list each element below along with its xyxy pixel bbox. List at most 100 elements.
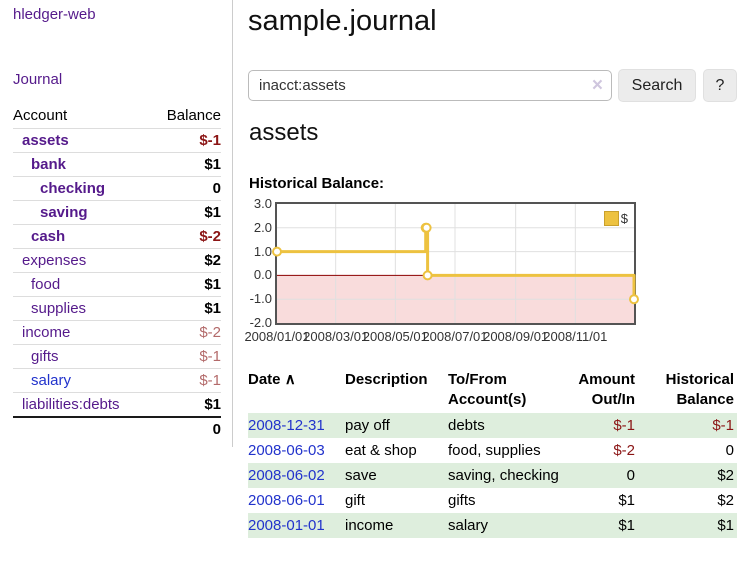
account-link[interactable]: expenses bbox=[22, 252, 87, 269]
transaction-accounts-cell: saving, checking bbox=[448, 463, 560, 488]
data-point-marker[interactable] bbox=[421, 222, 432, 233]
sidebar: hledger-web Journal Account Balance asse… bbox=[0, 0, 233, 447]
account-balance: $1 bbox=[204, 204, 221, 221]
account-row: gifts $-1 bbox=[13, 344, 221, 368]
transaction-description-cell: gift bbox=[345, 492, 366, 509]
account-row: food $1 bbox=[13, 272, 221, 296]
transaction-balance-cell: $2 bbox=[717, 492, 734, 509]
transaction-amount-cell: 0 bbox=[560, 463, 640, 488]
register-row: 2008-12-31 pay off debts $-1 $-1 bbox=[248, 413, 737, 438]
transaction-amount-cell: $1 bbox=[618, 492, 635, 509]
transaction-accounts-cell: debts bbox=[448, 413, 560, 438]
account-link[interactable]: gifts bbox=[31, 348, 59, 365]
column-header-date[interactable]: Date ∧ bbox=[248, 371, 296, 388]
column-header-description: Description bbox=[345, 371, 428, 388]
y-tick-label: 2.0 bbox=[253, 219, 272, 235]
account-balance: $-1 bbox=[199, 372, 221, 389]
account-link[interactable]: liabilities:debts bbox=[22, 396, 120, 413]
account-link[interactable]: food bbox=[31, 276, 61, 293]
account-row: liabilities:debts $1 bbox=[13, 392, 221, 416]
account-row: income $-2 bbox=[13, 320, 221, 344]
sort-ascending-icon: ∧ bbox=[284, 371, 296, 388]
x-tick-label: 2008/09/01 bbox=[483, 329, 549, 344]
y-tick-label: 1.0 bbox=[253, 243, 272, 259]
transaction-date-cell: 2008-12-31 bbox=[248, 413, 345, 438]
register-row: 2008-01-01 income salary $1 $1 bbox=[248, 513, 737, 538]
transaction-balance-cell: 0 bbox=[725, 442, 734, 459]
transaction-balance-cell: $2 bbox=[640, 463, 737, 488]
account-row: bank $1 bbox=[13, 152, 221, 176]
transaction-date-cell: 2008-06-03 bbox=[248, 438, 345, 463]
register-row: 2008-06-03 eat & shop food, supplies $-2… bbox=[248, 438, 737, 463]
account-link[interactable]: salary bbox=[31, 372, 72, 389]
transaction-balance-cell: $1 bbox=[640, 513, 737, 538]
chart-legend: $ bbox=[603, 211, 628, 226]
account-row: assets $-1 bbox=[13, 128, 221, 152]
account-total-row: 0 bbox=[13, 416, 221, 442]
help-button[interactable]: ? bbox=[703, 69, 737, 102]
transaction-date-link[interactable]: 2008-06-03 bbox=[248, 442, 325, 459]
account-table-header: Account Balance bbox=[13, 103, 221, 128]
account-link[interactable]: income bbox=[22, 324, 71, 341]
data-point-marker[interactable] bbox=[272, 246, 282, 257]
transaction-description-cell: eat & shop bbox=[345, 442, 417, 459]
transaction-description-cell: income bbox=[345, 513, 448, 538]
transaction-amount-cell: $1 bbox=[560, 513, 640, 538]
transaction-date-cell: 2008-06-01 bbox=[248, 488, 345, 513]
x-tick-label: 2008/05/01 bbox=[362, 329, 428, 344]
y-tick-label: 0.0 bbox=[253, 267, 272, 283]
app-brand-link[interactable]: hledger-web bbox=[13, 6, 96, 23]
balance-column-header: Balance bbox=[166, 107, 221, 124]
transaction-accounts-cell: food, supplies bbox=[448, 442, 541, 459]
clear-search-icon[interactable]: × bbox=[591, 75, 603, 96]
search-input[interactable] bbox=[249, 71, 611, 100]
chart-plot-area[interactable] bbox=[272, 204, 639, 323]
account-link[interactable]: supplies bbox=[31, 300, 87, 317]
legend-label: $ bbox=[620, 211, 628, 226]
account-balance: 0 bbox=[212, 180, 221, 197]
transaction-date-link[interactable]: 2008-06-02 bbox=[248, 467, 325, 484]
transaction-date-link[interactable]: 2008-06-01 bbox=[248, 492, 325, 509]
account-balance: $1 bbox=[204, 276, 221, 293]
total-balance: 0 bbox=[212, 421, 221, 438]
search-button[interactable]: Search bbox=[618, 69, 696, 102]
account-row: supplies $1 bbox=[13, 296, 221, 320]
transaction-date-link[interactable]: 2008-01-01 bbox=[248, 517, 325, 534]
column-header-accounts: To/From Account(s) bbox=[448, 371, 527, 408]
account-row: saving $1 bbox=[13, 200, 221, 224]
account-balance: $-1 bbox=[199, 348, 221, 365]
data-point-marker[interactable] bbox=[422, 270, 433, 281]
transaction-description-cell: save bbox=[345, 463, 448, 488]
transaction-date-cell: 2008-01-01 bbox=[248, 513, 345, 538]
account-column-header: Account bbox=[13, 107, 68, 124]
y-tick-label: 3.0 bbox=[253, 196, 272, 211]
account-row: cash $-2 bbox=[13, 224, 221, 248]
account-row: expenses $2 bbox=[13, 248, 221, 272]
account-link[interactable]: bank bbox=[31, 156, 67, 173]
transaction-description-cell: pay off bbox=[345, 413, 448, 438]
account-link[interactable]: saving bbox=[40, 204, 88, 221]
transaction-date-link[interactable]: 2008-12-31 bbox=[248, 417, 325, 434]
y-tick-label: -1.0 bbox=[249, 291, 272, 307]
account-row: salary $-1 bbox=[13, 368, 221, 392]
transaction-balance-cell: $-1 bbox=[640, 413, 737, 438]
data-point-marker[interactable] bbox=[629, 294, 639, 305]
balance-chart[interactable]: $ bbox=[272, 202, 639, 325]
transaction-accounts-cell: salary bbox=[448, 513, 560, 538]
search-box: × bbox=[248, 70, 612, 101]
x-tick-label: 2008/03/01 bbox=[303, 329, 369, 344]
sidebar-item-journal[interactable]: Journal bbox=[13, 71, 63, 88]
account-link[interactable]: assets bbox=[22, 132, 69, 149]
page-title: sample.journal bbox=[248, 5, 437, 37]
chart-title: Historical Balance: bbox=[249, 175, 385, 192]
account-balance: $1 bbox=[204, 396, 221, 413]
account-link[interactable]: cash bbox=[31, 228, 66, 245]
column-header-balance: Historical Balance bbox=[665, 371, 734, 408]
x-tick-label: 2008/11/01 bbox=[543, 329, 608, 344]
account-link[interactable]: checking bbox=[40, 180, 106, 197]
column-header-amount: Amount Out/In bbox=[578, 371, 635, 408]
account-balance: $-2 bbox=[199, 324, 221, 341]
register-row: 2008-06-02 save saving, checking 0 $2 bbox=[248, 463, 737, 488]
register-table: Date ∧ Description To/From Account(s) Am… bbox=[248, 358, 737, 538]
register-header-row: Date ∧ Description To/From Account(s) Am… bbox=[248, 358, 737, 413]
